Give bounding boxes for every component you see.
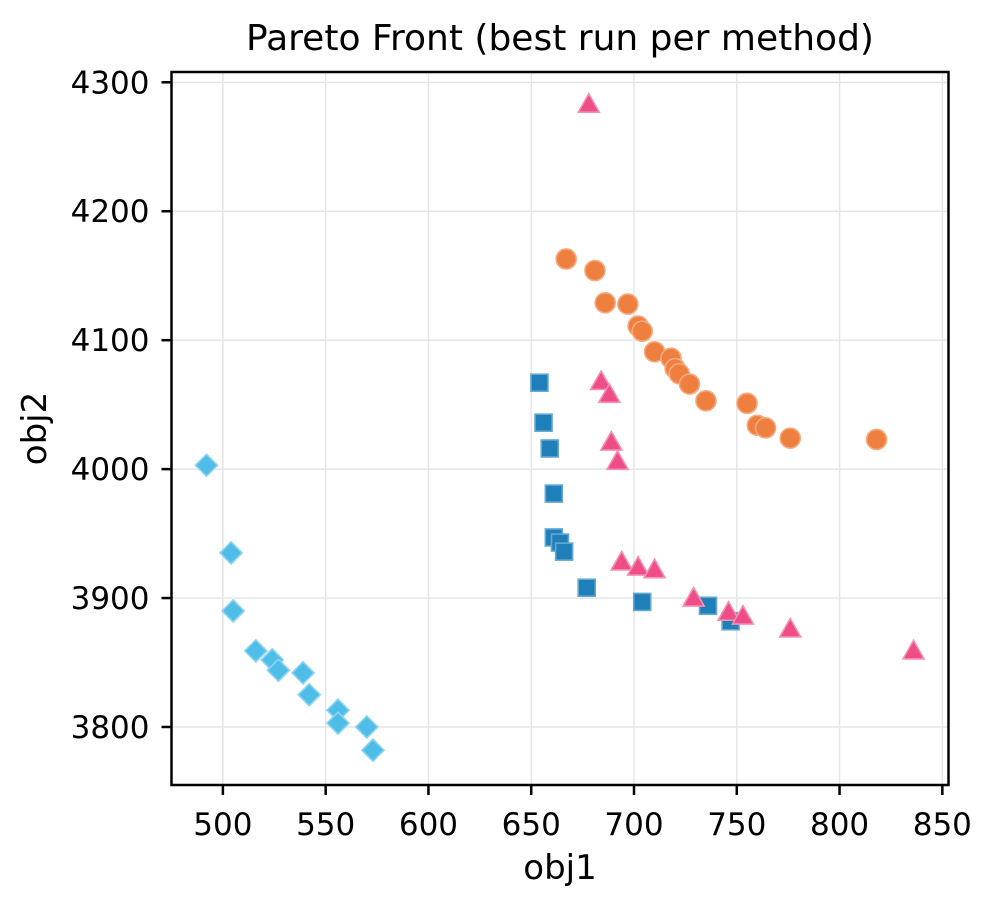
data-point-blue-squares [534,413,553,432]
y-tick-label: 4200 [71,194,150,230]
y-tick-label: 3900 [71,581,150,617]
data-point-pink-triangles [605,449,630,471]
x-tick-label: 550 [296,807,355,843]
y-tick-label: 3800 [71,710,150,746]
data-point-cyan-diamonds [266,658,291,683]
x-tick-label: 500 [193,807,252,843]
data-point-pink-triangles [626,554,650,576]
data-point-cyan-diamonds [297,682,322,707]
chart-title: Pareto Front (best run per method) [246,18,874,59]
y-axis-label: obj2 [15,392,55,465]
y-tick-label: 4000 [71,452,150,488]
data-point-pink-triangles [597,382,622,404]
plot-border [170,70,950,787]
x-tick-label: 700 [604,807,663,843]
x-tick-label: 750 [707,807,766,843]
data-point-cyan-diamonds [360,738,386,763]
x-tick-label: 800 [810,807,869,843]
data-point-cyan-diamonds [354,714,379,740]
data-point-orange-circles [695,389,717,412]
y-tick-label: 4300 [71,65,150,101]
data-point-blue-squares [544,484,564,503]
data-point-cyan-diamonds [243,638,268,664]
data-point-blue-squares [577,578,597,598]
x-tick-label: 650 [502,807,561,843]
data-point-cyan-diamonds [194,453,219,478]
data-point-pink-triangles [681,585,706,607]
data-point-orange-circles [754,417,777,439]
x-tick-label: 850 [913,807,972,843]
data-point-blue-squares [530,373,549,393]
data-point-pink-triangles [599,429,624,451]
data-point-blue-squares [540,439,560,458]
axis-ticks: 500 550 600 650 700 750 800 850 3800 3900 4000 4100… [71,65,972,843]
data-point-orange-circles [584,259,606,282]
data-point-blue-squares [632,592,652,612]
data-point-pink-triangles [716,600,741,622]
data-point-cyan-diamonds [325,710,351,736]
data-point-orange-circles [631,320,654,342]
data-point-orange-circles [617,293,639,315]
data-point-cyan-diamonds [218,540,244,566]
data-point-pink-triangles [731,603,755,625]
data-point-pink-triangles [576,92,601,114]
data-point-pink-triangles [642,557,667,579]
data-point-pink-triangles [589,369,613,391]
data-points [194,92,926,763]
data-point-pink-triangles [901,638,926,660]
data-point-orange-circles [736,392,758,415]
data-point-pink-triangles [609,549,634,571]
gridlines [171,72,949,785]
data-point-blue-squares [554,542,574,561]
x-axis-label: obj1 [523,848,596,888]
data-point-orange-circles [594,291,617,314]
data-point-orange-circles [555,248,577,270]
data-point-pink-triangles [778,616,803,638]
y-tick-label: 4100 [71,323,150,359]
data-point-cyan-diamonds [325,698,351,723]
x-tick-label: 600 [399,807,458,843]
data-point-orange-circles [678,373,701,395]
data-point-orange-circles [779,427,802,449]
data-point-orange-circles [865,428,888,451]
data-point-cyan-diamonds [290,660,316,685]
data-point-cyan-diamonds [221,598,246,624]
